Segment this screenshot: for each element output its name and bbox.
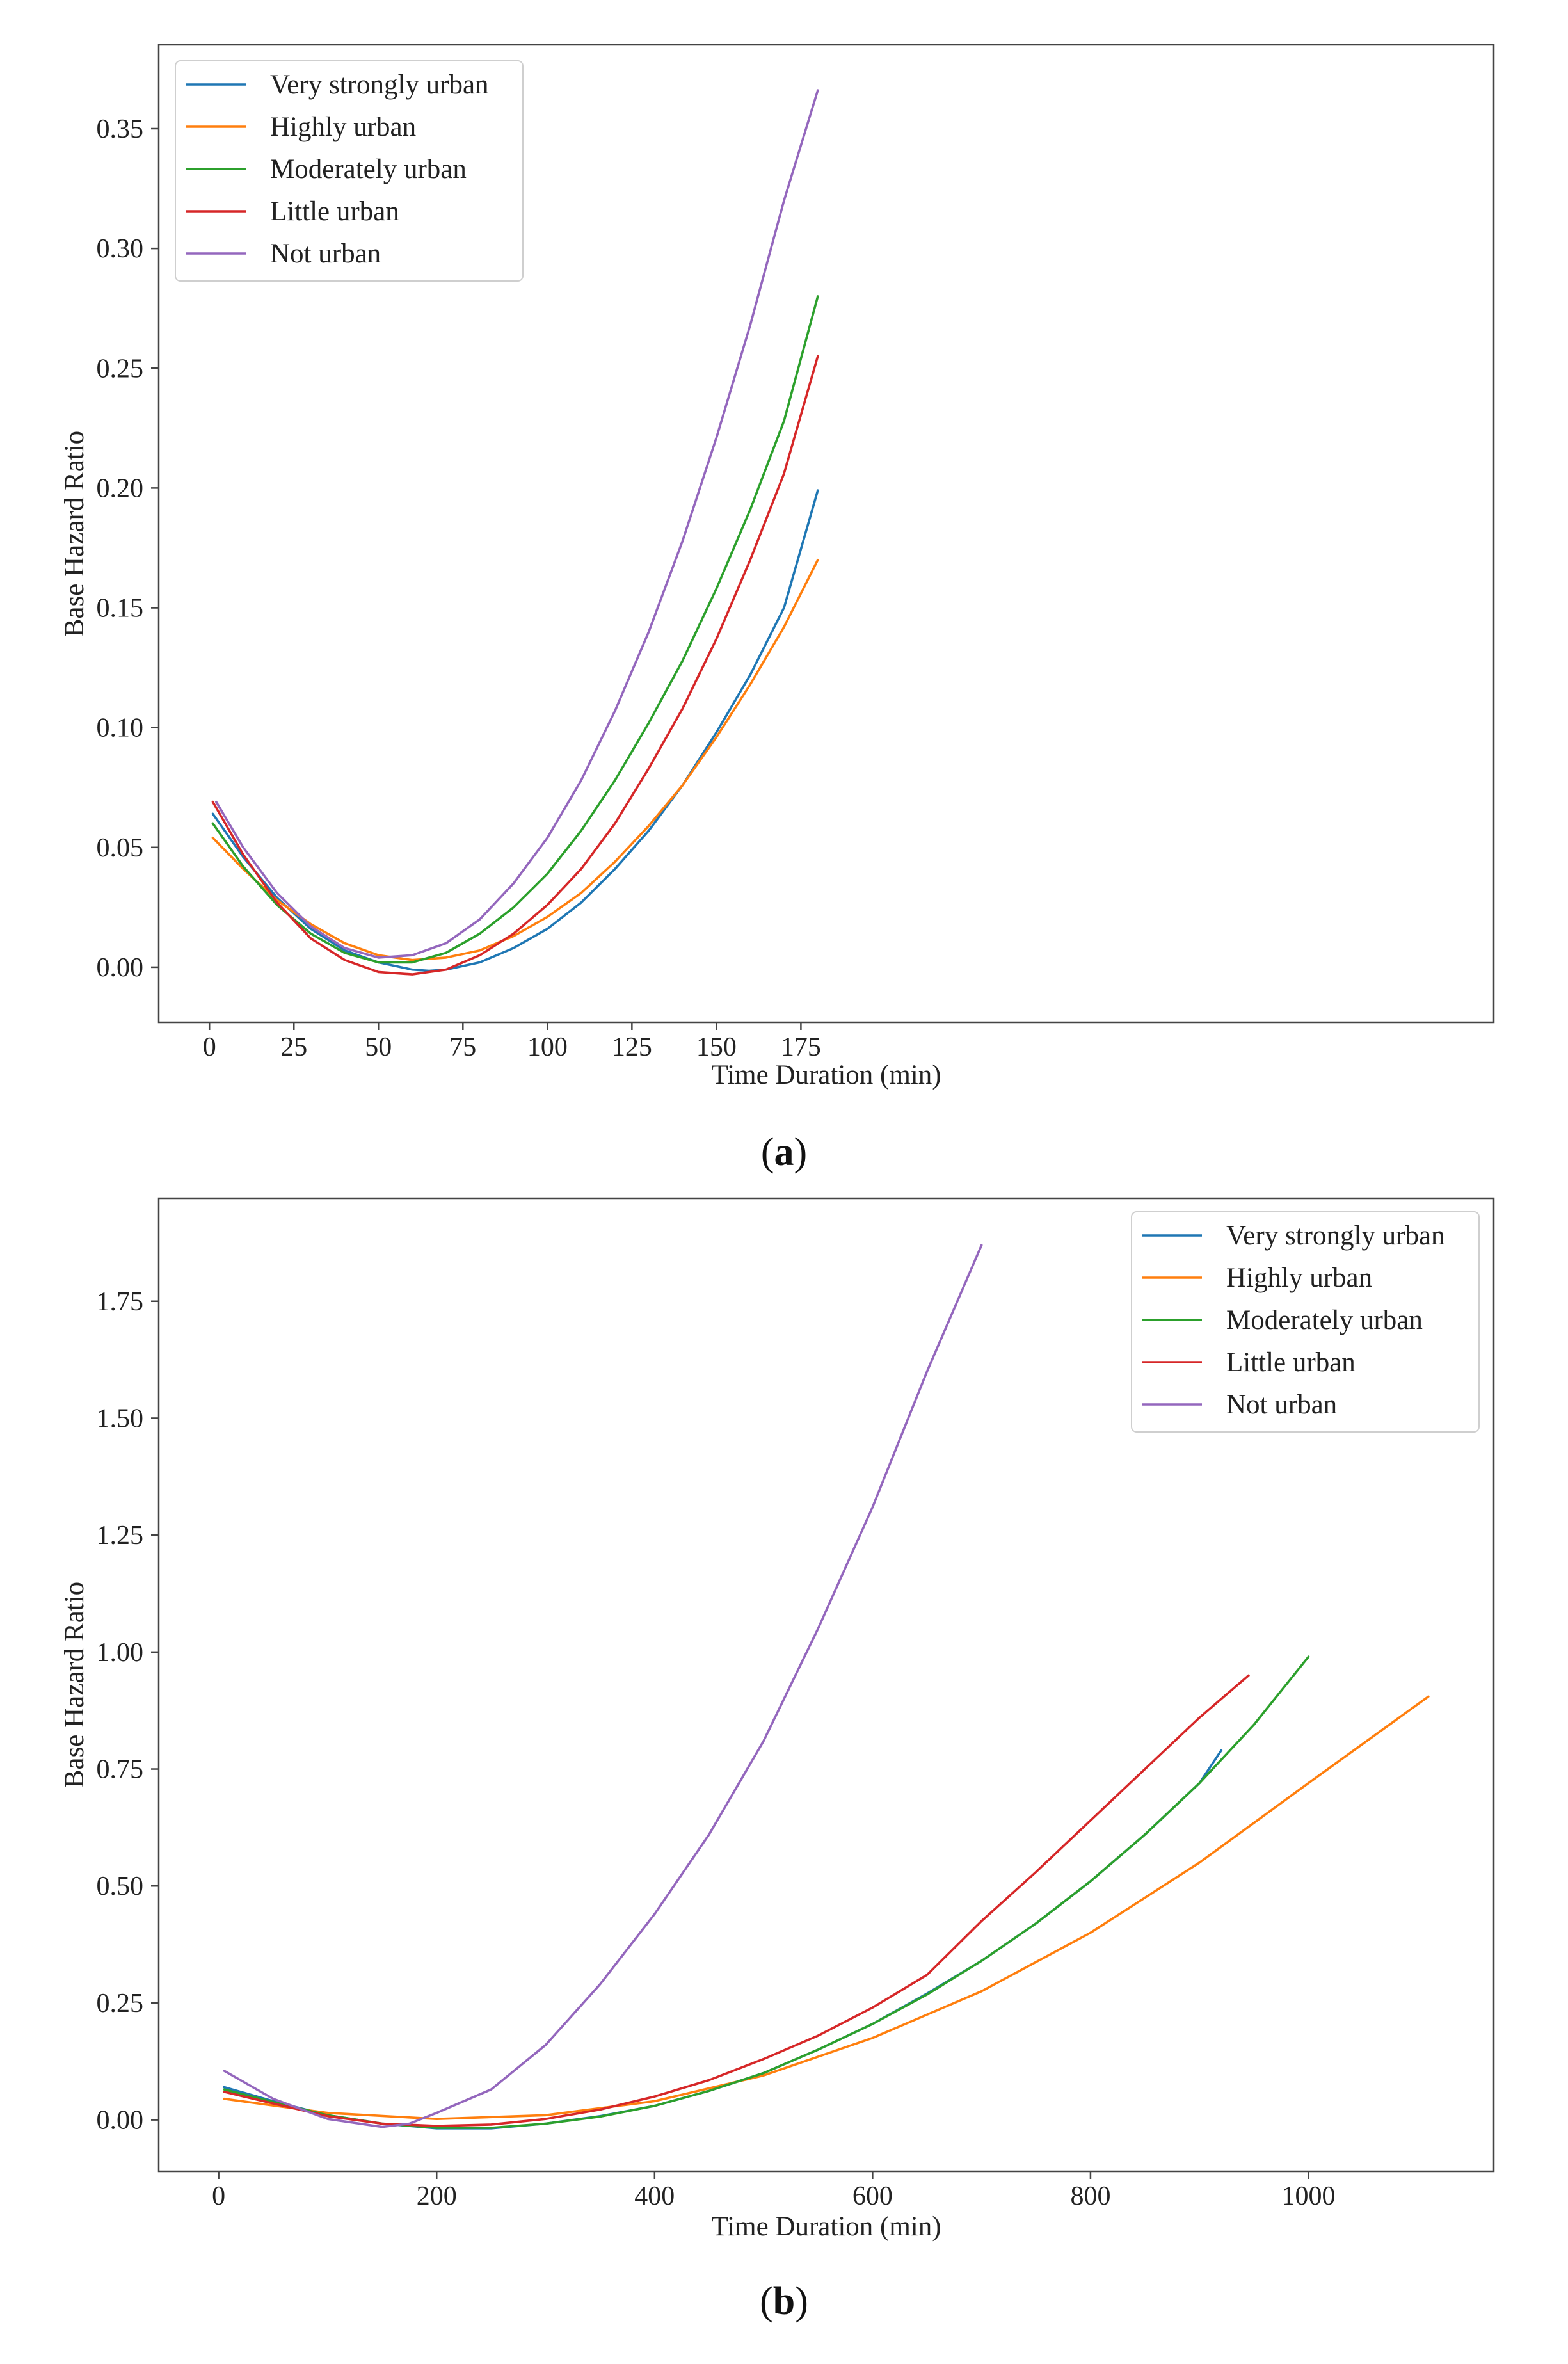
series-line-moderately-urban xyxy=(211,295,819,964)
legend-box-a xyxy=(175,60,524,282)
legend-label: Little urban xyxy=(270,197,399,227)
x-tick-label: 400 xyxy=(634,2182,675,2211)
series-line-little-urban xyxy=(211,355,819,976)
x-tick-label: 125 xyxy=(612,1033,652,1062)
legend-label: Not urban xyxy=(270,239,381,269)
y-axis-b: 0.00 0.25 0.50 0.75 1.00 1.25 1.50 1.75 xyxy=(97,1287,159,2135)
series-lines-b xyxy=(223,1244,1430,2130)
x-tick-label: 25 xyxy=(280,1033,307,1062)
x-tick-label: 1000 xyxy=(1282,2182,1336,2211)
x-tick-label: 50 xyxy=(365,1033,392,1062)
series-line-not-urban xyxy=(223,1244,983,2128)
x-tick-label: 0 xyxy=(203,1033,216,1062)
x-tick-label: 200 xyxy=(417,2182,457,2211)
y-tick-label: 0.05 xyxy=(97,833,144,863)
series-line-highly-urban xyxy=(223,1695,1430,2120)
x-tick-label: 600 xyxy=(852,2182,893,2211)
x-axis-label-b: Time Duration (min) xyxy=(711,2212,941,2242)
series-line-little-urban xyxy=(223,1674,1250,2127)
x-axis-b: 0 200 400 600 800 1000 xyxy=(212,2171,1336,2211)
series-lines-a xyxy=(211,89,819,976)
y-tick-label: 1.75 xyxy=(97,1287,144,1317)
y-tick-label: 0.20 xyxy=(97,474,144,503)
plot-frame-a xyxy=(157,44,1495,1024)
legend-label: Little urban xyxy=(1226,1347,1356,1378)
legend-label: Not urban xyxy=(1226,1390,1337,1420)
x-tick-label: 75 xyxy=(449,1033,476,1062)
y-tick-label: 0.10 xyxy=(97,714,144,743)
legend-label: Very strongly urban xyxy=(270,70,489,100)
legend-label: Moderately urban xyxy=(270,154,467,184)
y-tick-label: 1.00 xyxy=(97,1638,144,1668)
legend-box-b xyxy=(1131,1211,1480,1433)
y-tick-label: 0.15 xyxy=(97,594,144,623)
series-line-highly-urban xyxy=(211,558,819,961)
y-axis-a: 0.00 0.05 0.10 0.15 0.20 0.25 0.30 0.35 xyxy=(97,115,159,983)
y-tick-label: 0.35 xyxy=(97,115,144,144)
y-tick-label: 0.25 xyxy=(97,354,144,383)
panel-label-a: (a) xyxy=(761,1130,807,1174)
plot-frame-b xyxy=(157,1197,1495,2173)
x-tick-label: 100 xyxy=(527,1033,568,1062)
chart-panel-a: 0.00 0.05 0.10 0.15 0.20 0.25 0.30 0.35 0 25 50 75… xyxy=(60,44,1495,1174)
panel-letter-b: b xyxy=(773,2280,795,2323)
legend-label: Highly urban xyxy=(1226,1263,1372,1293)
y-tick-label: 0.25 xyxy=(97,1989,144,2018)
y-axis-label-a: Base Hazard Ratio xyxy=(60,431,90,637)
series-line-not-urban xyxy=(215,89,819,959)
panel-letter-a: a xyxy=(774,1130,794,1174)
y-tick-label: 1.50 xyxy=(97,1404,144,1433)
x-tick-label: 150 xyxy=(696,1033,737,1062)
x-axis-a: 0 25 50 75 100 125 150 175 xyxy=(203,1022,821,1062)
x-tick-label: 800 xyxy=(1070,2182,1110,2211)
y-tick-label: 0.75 xyxy=(97,1755,144,1785)
panel-label-b: (b) xyxy=(760,2280,808,2323)
legend-b: Very strongly urban Highly urban Moderatel… xyxy=(1131,1211,1480,1433)
legend-label: Moderately urban xyxy=(1226,1305,1423,1335)
chart-panel-b: 0.00 0.25 0.50 0.75 1.00 1.25 1.50 1.75 0 200 400… xyxy=(60,1197,1495,2323)
legend-label: Very strongly urban xyxy=(1226,1221,1445,1251)
legend-label: Highly urban xyxy=(270,112,416,142)
y-tick-label: 0.30 xyxy=(97,234,144,264)
series-line-very-strongly-urban xyxy=(211,489,819,972)
y-tick-label: 0.00 xyxy=(97,953,144,983)
x-tick-label: 0 xyxy=(212,2182,225,2211)
x-tick-label: 175 xyxy=(781,1033,821,1062)
y-tick-label: 0.50 xyxy=(97,1872,144,1901)
legend-a: Very strongly urban Highly urban Moderatel… xyxy=(175,60,524,282)
y-axis-label-b: Base Hazard Ratio xyxy=(60,1582,90,1788)
y-tick-label: 1.25 xyxy=(97,1521,144,1550)
x-axis-label-a: Time Duration (min) xyxy=(711,1060,941,1090)
y-tick-label: 0.00 xyxy=(97,2106,144,2135)
